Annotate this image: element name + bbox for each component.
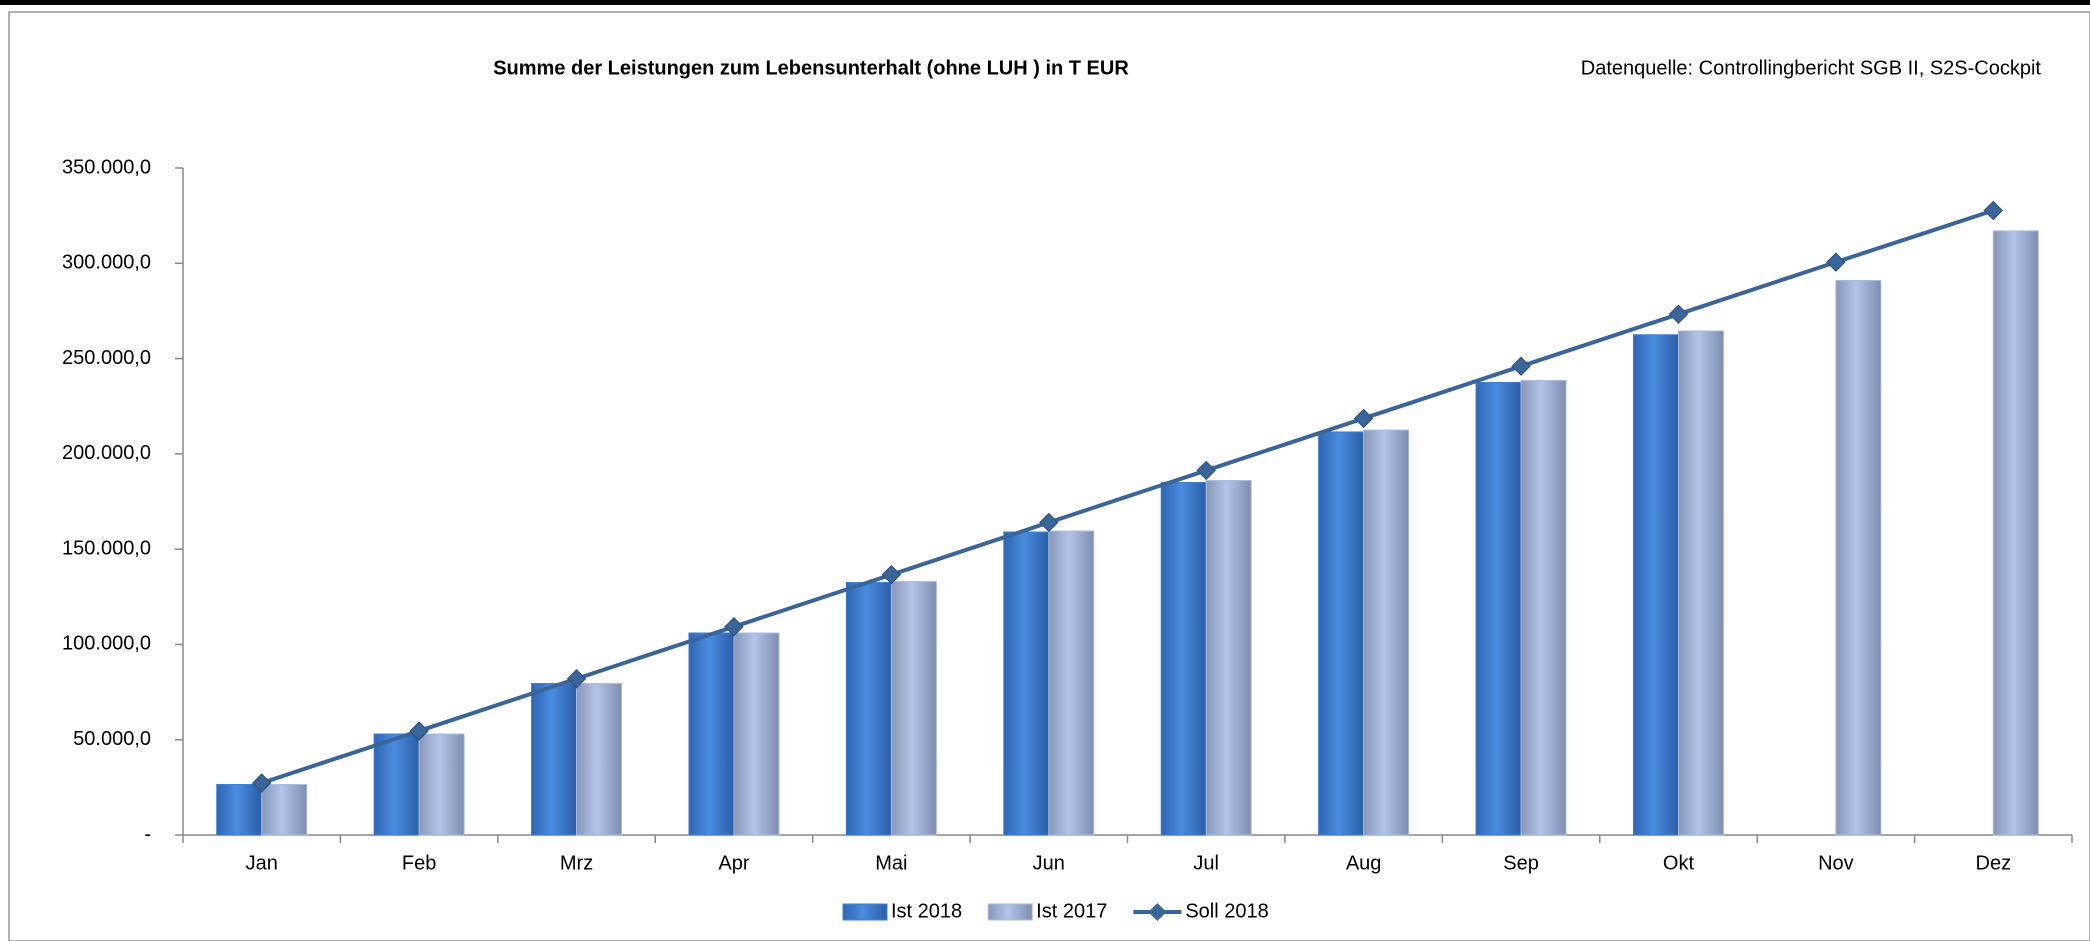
y-tick-label: 200.000,0 xyxy=(62,442,151,464)
bar xyxy=(1318,431,1365,836)
bar xyxy=(1048,530,1095,836)
x-tick-label: Nov xyxy=(1818,852,1854,874)
line-marker xyxy=(252,773,272,793)
bar xyxy=(1992,230,2039,836)
bar xyxy=(1632,334,1679,836)
bar xyxy=(1520,379,1567,836)
bar xyxy=(1677,330,1724,836)
x-tick-label: Aug xyxy=(1346,852,1382,874)
bar xyxy=(216,783,263,836)
y-tick-label: 350.000,0 xyxy=(62,156,151,178)
top-border xyxy=(0,0,2090,5)
y-tick-label: 100.000,0 xyxy=(62,633,151,655)
x-tick-label: Jun xyxy=(1033,852,1065,874)
x-tick-label: Dez xyxy=(1976,852,2012,874)
bar xyxy=(1205,480,1252,836)
y-tick-label: 300.000,0 xyxy=(62,252,151,274)
y-tick-label: 150.000,0 xyxy=(62,537,151,559)
bar xyxy=(1160,481,1207,836)
line-marker xyxy=(1196,460,1216,481)
line-marker xyxy=(409,721,429,741)
bar xyxy=(1003,531,1050,836)
legend-swatch xyxy=(842,903,888,921)
legend-swatch xyxy=(1148,903,1167,921)
source-note: Datenquelle: Controllingbericht SGB II, … xyxy=(1581,57,2042,79)
bar xyxy=(418,733,465,836)
bar xyxy=(1363,429,1410,836)
x-tick-label: Apr xyxy=(718,852,749,874)
line-marker xyxy=(1039,512,1059,533)
line-marker xyxy=(1668,304,1689,324)
line-marker xyxy=(566,669,587,689)
x-tick-label: Okt xyxy=(1663,852,1695,874)
y-tick-label: - xyxy=(144,823,151,845)
frame xyxy=(8,11,2090,941)
line xyxy=(261,208,1994,785)
x-tick-label: Feb xyxy=(402,852,436,874)
chart-title: Summe der Leistungen zum Lebensunterhalt… xyxy=(493,57,1129,79)
legend-label: Ist 2017 xyxy=(1036,900,1107,922)
x-tick-label: Mrz xyxy=(560,852,593,874)
x-tick-label: Sep xyxy=(1503,852,1539,874)
legend-label: Soll 2018 xyxy=(1185,900,1268,922)
bar xyxy=(531,682,578,836)
x-tick-label: Jan xyxy=(246,852,278,874)
line-marker xyxy=(881,564,902,585)
bar xyxy=(576,682,623,836)
bar xyxy=(261,783,308,836)
line-marker xyxy=(1826,252,1846,272)
bar xyxy=(890,581,937,836)
line-marker xyxy=(1511,356,1531,376)
x-tick-label: Jul xyxy=(1193,852,1219,874)
y-tick-label: 250.000,0 xyxy=(62,347,151,369)
bar xyxy=(373,733,420,836)
bar xyxy=(688,632,735,836)
bar xyxy=(1475,381,1522,836)
bar xyxy=(1835,279,1882,836)
legend-swatch xyxy=(987,903,1033,921)
line-marker xyxy=(1983,200,2003,221)
x-tick-label: Mai xyxy=(875,852,907,874)
line-marker xyxy=(724,616,744,637)
bar xyxy=(845,581,892,836)
legend-label: Ist 2018 xyxy=(891,900,962,922)
line-marker xyxy=(1353,408,1374,429)
bar xyxy=(733,632,780,836)
y-tick-label: 50.000,0 xyxy=(73,728,151,750)
